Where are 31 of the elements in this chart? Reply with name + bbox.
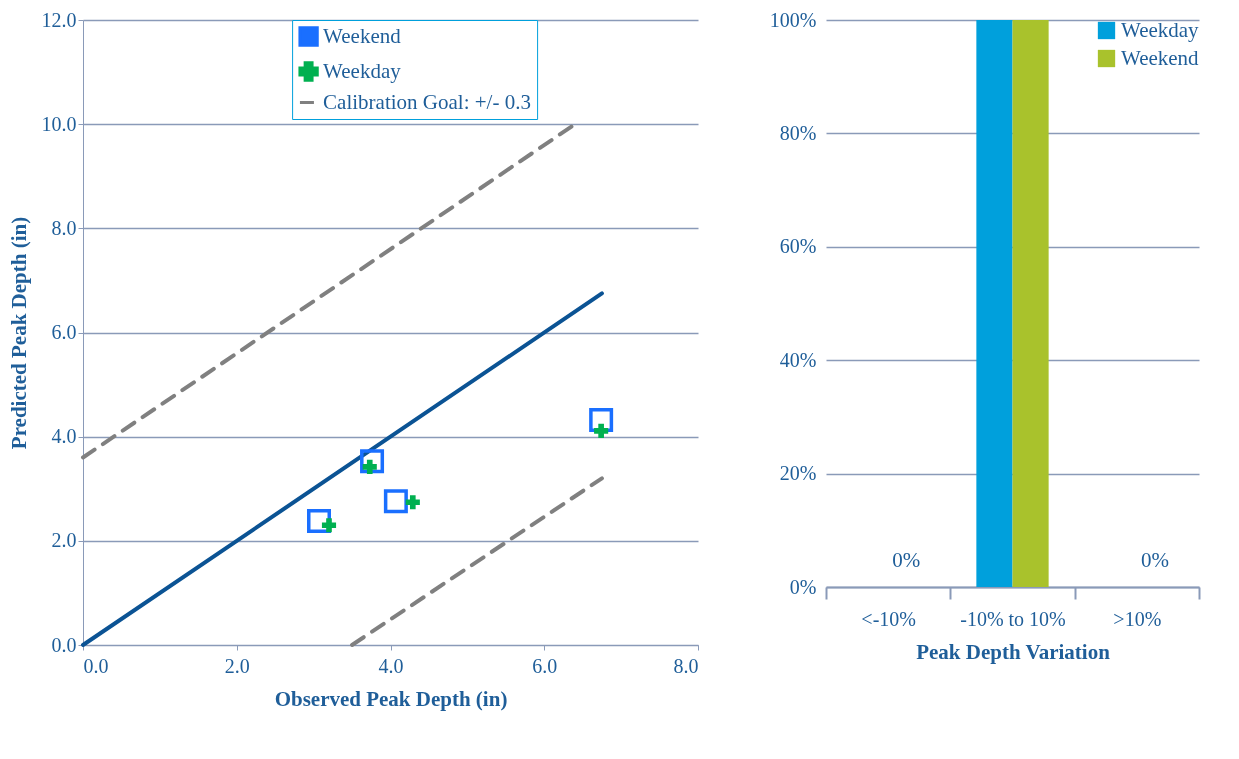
- y-tick-label: 6.0: [51, 321, 77, 343]
- y-tick-label: 8.0: [51, 216, 77, 239]
- legend-label: Calibration Goal: +/- 0.3: [323, 89, 531, 114]
- x-axis-title: Peak Depth Variation: [916, 639, 1111, 664]
- x-tick-label: <-10%: [861, 607, 916, 630]
- x-axis-title: Observed Peak Depth (in): [274, 686, 508, 711]
- y-axis-title: Predicted Peak Depth (in): [6, 216, 31, 450]
- y-tick-label: 10.0: [41, 112, 77, 135]
- legend-label: Weekday: [323, 58, 402, 83]
- y-tick-label: 80%: [779, 121, 817, 144]
- y-tick-label: 40%: [779, 348, 817, 371]
- legend-label: Weekday: [1121, 17, 1200, 42]
- x-tick-label: 4.0: [378, 654, 404, 677]
- y-tick-label: 100%: [769, 8, 817, 31]
- y-tick-label: 0.0: [51, 633, 77, 656]
- x-tick-label: 8.0: [673, 654, 699, 677]
- x-tick-label: -10% to 10%: [960, 607, 1066, 630]
- data-label: 0%: [892, 548, 921, 572]
- y-tick-label: 0%: [789, 575, 817, 598]
- x-tick-label: 0.0: [83, 654, 109, 677]
- y-tick-label: 4.0: [51, 425, 77, 448]
- data-label: 0%: [1140, 548, 1169, 572]
- x-tick-label: >10%: [1113, 607, 1162, 630]
- x-tick-label: 6.0: [532, 654, 558, 677]
- legend-label: Weekend: [1121, 45, 1200, 70]
- y-tick-label: 2.0: [51, 529, 77, 552]
- x-tick-label: 2.0: [224, 654, 250, 677]
- y-tick-label: 12.0: [41, 8, 77, 31]
- y-tick-label: 20%: [779, 462, 817, 485]
- legend-label: Weekend: [323, 23, 402, 48]
- y-tick-label: 60%: [779, 235, 817, 258]
